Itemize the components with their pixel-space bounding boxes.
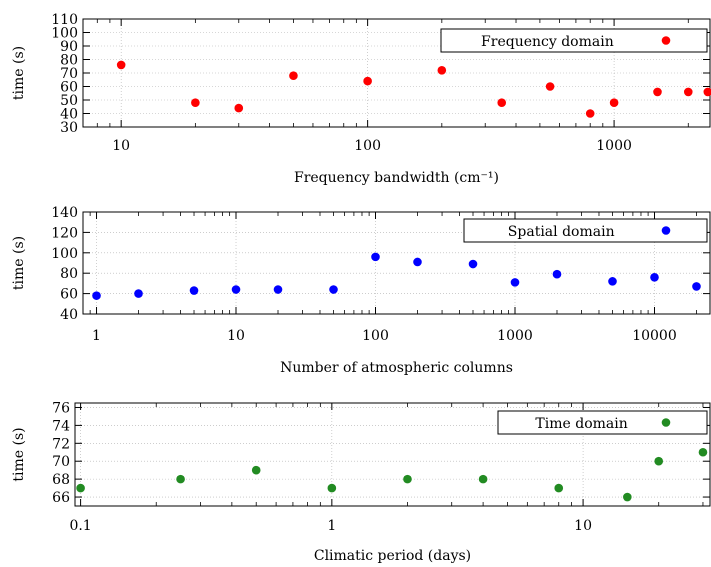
chart-panel-3: 0.1 1 10 66 68 70 72 74 76 Climatic period (days)…: [11, 400, 711, 564]
legend-box: [463, 218, 708, 243]
y-tick-label: 70: [52, 454, 70, 470]
plot-frame: [82, 211, 711, 315]
data-point: [231, 285, 241, 294]
y-tick-label: 30: [60, 120, 78, 136]
data-point: [608, 277, 617, 286]
data-point: [116, 60, 126, 70]
data-point: [189, 286, 199, 295]
y-tick-label: 80: [60, 53, 78, 69]
x-tick-label: 1000: [497, 328, 533, 344]
y-tick-label: 110: [51, 12, 78, 28]
y-tick-label: 66: [52, 490, 70, 506]
legend-marker: [661, 418, 671, 427]
y-tick-label: 90: [60, 39, 78, 55]
data-point: [363, 76, 372, 86]
data-point: [92, 291, 101, 300]
y-tick-label: 72: [52, 436, 70, 452]
y-axis-label: time (s): [11, 46, 27, 100]
data-point: [545, 82, 555, 91]
y-tick-label: 100: [51, 26, 78, 42]
x-tick-label: 10: [574, 518, 592, 534]
data-point: [251, 465, 261, 475]
y-tick-label: 40: [60, 307, 78, 323]
x-axis-label: Number of atmospheric columns: [280, 360, 513, 376]
legend-label: Time domain: [535, 416, 627, 432]
legend-box: [497, 410, 708, 435]
data-point: [329, 285, 338, 294]
data-point: [497, 98, 507, 107]
x-axis-label: Frequency bandwidth (cm⁻¹): [294, 170, 499, 186]
y-tick-label: 120: [51, 225, 78, 241]
x-axis-label: Climatic period (days): [314, 548, 471, 564]
legend-label: Spatial domain: [508, 224, 615, 240]
x-tick-label: 0.1: [69, 518, 91, 534]
data-point: [273, 285, 283, 294]
x-tick-label: 1: [327, 518, 336, 534]
data-point: [413, 257, 422, 267]
data-point: [650, 272, 659, 282]
data-point: [234, 103, 244, 113]
data-point: [134, 289, 143, 298]
y-axis-label: time (s): [11, 427, 27, 481]
data-point: [623, 492, 632, 502]
y-tick-label: 70: [60, 66, 78, 82]
chart-panel-2: 1 10 100 1000 10000 40 60 80 100 120 140 Number of …: [11, 205, 711, 376]
y-tick-label: 74: [52, 418, 70, 434]
legend-box: [440, 28, 708, 53]
data-point: [403, 474, 412, 484]
data-point: [653, 87, 662, 97]
data-point: [698, 447, 708, 457]
data-point: [289, 71, 298, 80]
x-tick-label: 1000: [596, 138, 632, 154]
legend-marker: [661, 36, 671, 45]
x-tick-label: 10: [112, 138, 130, 154]
data-point: [176, 474, 185, 484]
legend-label: Frequency domain: [481, 34, 614, 50]
x-tick-label: 1: [92, 328, 101, 344]
y-tick-label: 60: [60, 287, 78, 303]
y-tick-label: 100: [51, 246, 78, 262]
data-point: [654, 456, 664, 466]
y-tick-label: 140: [51, 205, 78, 221]
data-point: [437, 66, 447, 75]
y-tick-label: 68: [52, 472, 70, 488]
x-tick-label: 100: [362, 328, 389, 344]
x-tick-label: 10: [227, 328, 245, 344]
data-point: [327, 483, 337, 493]
data-point: [692, 282, 701, 291]
y-tick-label: 40: [60, 107, 78, 123]
y-tick-label: 60: [60, 80, 78, 96]
y-axis-label: time (s): [11, 236, 27, 290]
data-point: [703, 87, 711, 97]
data-point: [468, 259, 478, 269]
data-point: [554, 483, 564, 493]
x-tick-label: 100: [354, 138, 381, 154]
data-point: [510, 278, 520, 287]
legend-marker: [661, 226, 671, 235]
data-point: [76, 483, 85, 493]
x-tick-label: 10000: [632, 328, 677, 344]
y-tick-label: 50: [60, 93, 78, 109]
data-point: [478, 474, 488, 484]
data-point: [585, 109, 595, 118]
data-point: [609, 98, 619, 107]
y-tick-label: 80: [60, 266, 78, 282]
y-tick-label: 76: [52, 400, 70, 416]
data-point: [683, 87, 693, 97]
plot-frame: [74, 402, 711, 507]
data-point: [552, 269, 562, 279]
data-point: [191, 98, 200, 107]
data-point: [371, 252, 380, 262]
